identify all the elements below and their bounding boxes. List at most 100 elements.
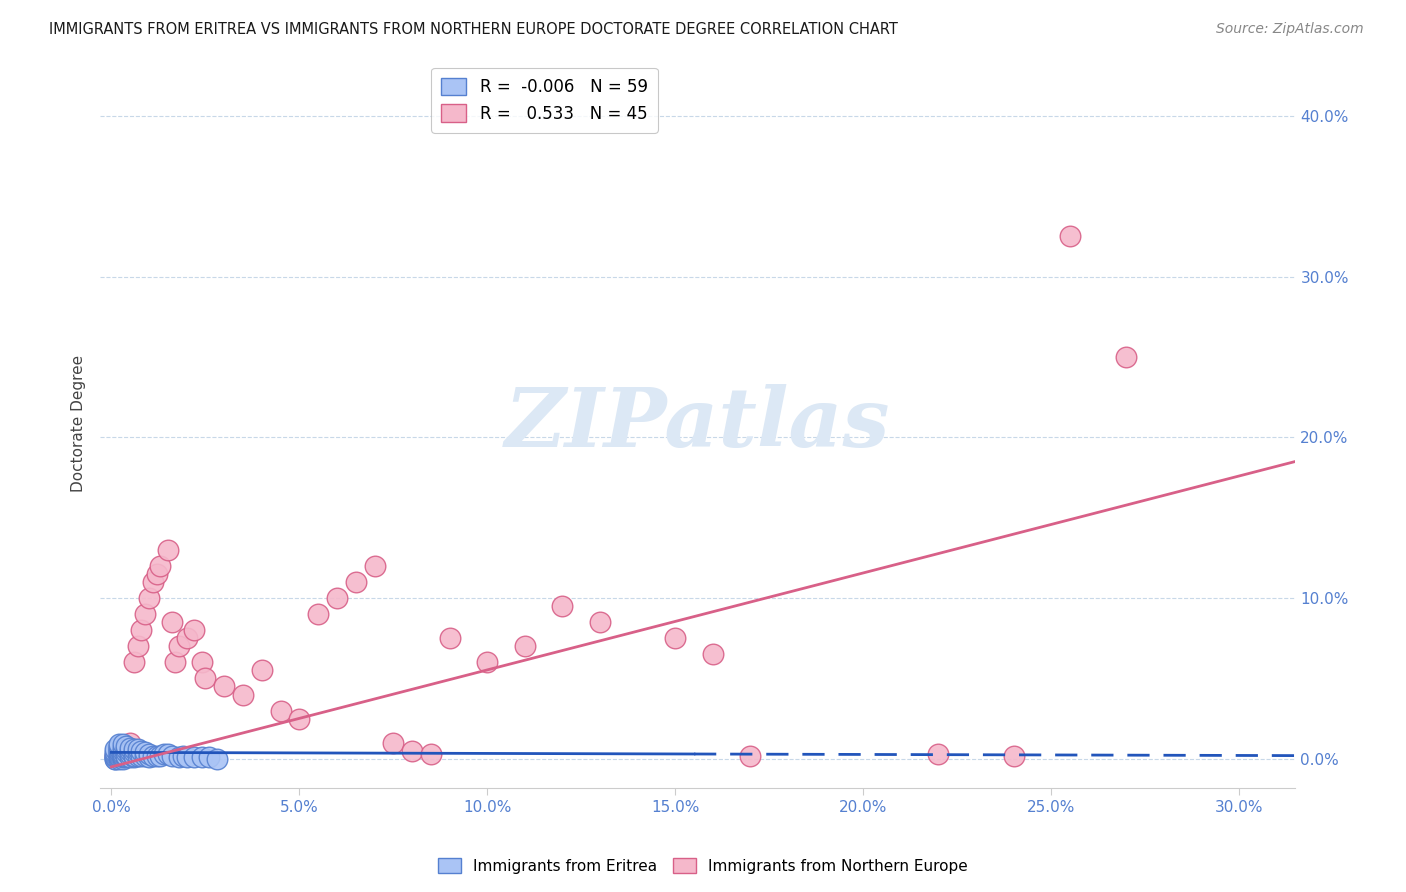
Point <box>165 656 187 670</box>
Point <box>176 750 198 764</box>
Point <box>307 607 329 622</box>
Point <box>664 632 686 646</box>
Point <box>115 739 138 753</box>
Point <box>419 747 441 761</box>
Point <box>1115 350 1137 364</box>
Point <box>160 748 183 763</box>
Point <box>120 747 142 761</box>
Point <box>104 752 127 766</box>
Point <box>145 566 167 581</box>
Point <box>270 704 292 718</box>
Point <box>702 648 724 662</box>
Point <box>142 748 165 763</box>
Point <box>104 748 127 763</box>
Y-axis label: Doctorate Degree: Doctorate Degree <box>72 355 86 492</box>
Point <box>115 748 138 763</box>
Point <box>122 742 145 756</box>
Point <box>122 748 145 763</box>
Point <box>104 750 127 764</box>
Point <box>111 740 134 755</box>
Point <box>131 744 153 758</box>
Point <box>104 742 127 756</box>
Point <box>138 591 160 605</box>
Point <box>176 632 198 646</box>
Point <box>153 747 176 761</box>
Point <box>111 744 134 758</box>
Point <box>111 752 134 766</box>
Point <box>149 558 172 573</box>
Point <box>344 574 367 589</box>
Point <box>740 748 762 763</box>
Point <box>104 747 127 761</box>
Point <box>108 747 131 761</box>
Point <box>111 747 134 761</box>
Point <box>122 750 145 764</box>
Point <box>122 656 145 670</box>
Point <box>167 750 190 764</box>
Point <box>115 745 138 759</box>
Point <box>127 640 149 654</box>
Point <box>111 744 134 758</box>
Point <box>108 747 131 761</box>
Point <box>232 688 254 702</box>
Point <box>172 748 194 763</box>
Point <box>1059 229 1081 244</box>
Point <box>108 750 131 764</box>
Point <box>250 664 273 678</box>
Point <box>382 736 405 750</box>
Point <box>1002 748 1025 763</box>
Point <box>183 624 205 638</box>
Point <box>111 737 134 751</box>
Text: ZIPatlas: ZIPatlas <box>505 384 890 464</box>
Point <box>134 748 156 763</box>
Point <box>120 744 142 758</box>
Point <box>198 750 221 764</box>
Point <box>167 640 190 654</box>
Point <box>138 750 160 764</box>
Point <box>111 750 134 764</box>
Point <box>156 542 179 557</box>
Point <box>131 748 153 763</box>
Point <box>589 615 612 630</box>
Point <box>149 748 172 763</box>
Point <box>190 656 212 670</box>
Point <box>138 747 160 761</box>
Point <box>127 742 149 756</box>
Point <box>288 712 311 726</box>
Point <box>551 599 574 614</box>
Point <box>183 750 205 764</box>
Point <box>120 750 142 764</box>
Point <box>108 739 131 753</box>
Legend: Immigrants from Eritrea, Immigrants from Northern Europe: Immigrants from Eritrea, Immigrants from… <box>432 852 974 880</box>
Point <box>104 752 127 766</box>
Point <box>108 752 131 766</box>
Point <box>142 574 165 589</box>
Point <box>108 742 131 756</box>
Point <box>115 750 138 764</box>
Point <box>115 742 138 756</box>
Point <box>111 748 134 763</box>
Point <box>194 672 217 686</box>
Point <box>115 739 138 753</box>
Point <box>108 737 131 751</box>
Point <box>104 745 127 759</box>
Point <box>108 745 131 759</box>
Point <box>205 752 228 766</box>
Point <box>477 656 499 670</box>
Point <box>127 745 149 759</box>
Point <box>120 736 142 750</box>
Text: IMMIGRANTS FROM ERITREA VS IMMIGRANTS FROM NORTHERN EUROPE DOCTORATE DEGREE CORR: IMMIGRANTS FROM ERITREA VS IMMIGRANTS FR… <box>49 22 898 37</box>
Point <box>131 624 153 638</box>
Point <box>156 747 179 761</box>
Point <box>134 607 156 622</box>
Point <box>120 740 142 755</box>
Point <box>108 744 131 758</box>
Point <box>326 591 349 605</box>
Text: Source: ZipAtlas.com: Source: ZipAtlas.com <box>1216 22 1364 37</box>
Legend: R =  -0.006   N = 59, R =   0.533   N = 45: R = -0.006 N = 59, R = 0.533 N = 45 <box>432 68 658 133</box>
Point <box>108 748 131 763</box>
Point <box>212 680 235 694</box>
Point <box>145 748 167 763</box>
Point <box>401 744 423 758</box>
Point <box>439 632 461 646</box>
